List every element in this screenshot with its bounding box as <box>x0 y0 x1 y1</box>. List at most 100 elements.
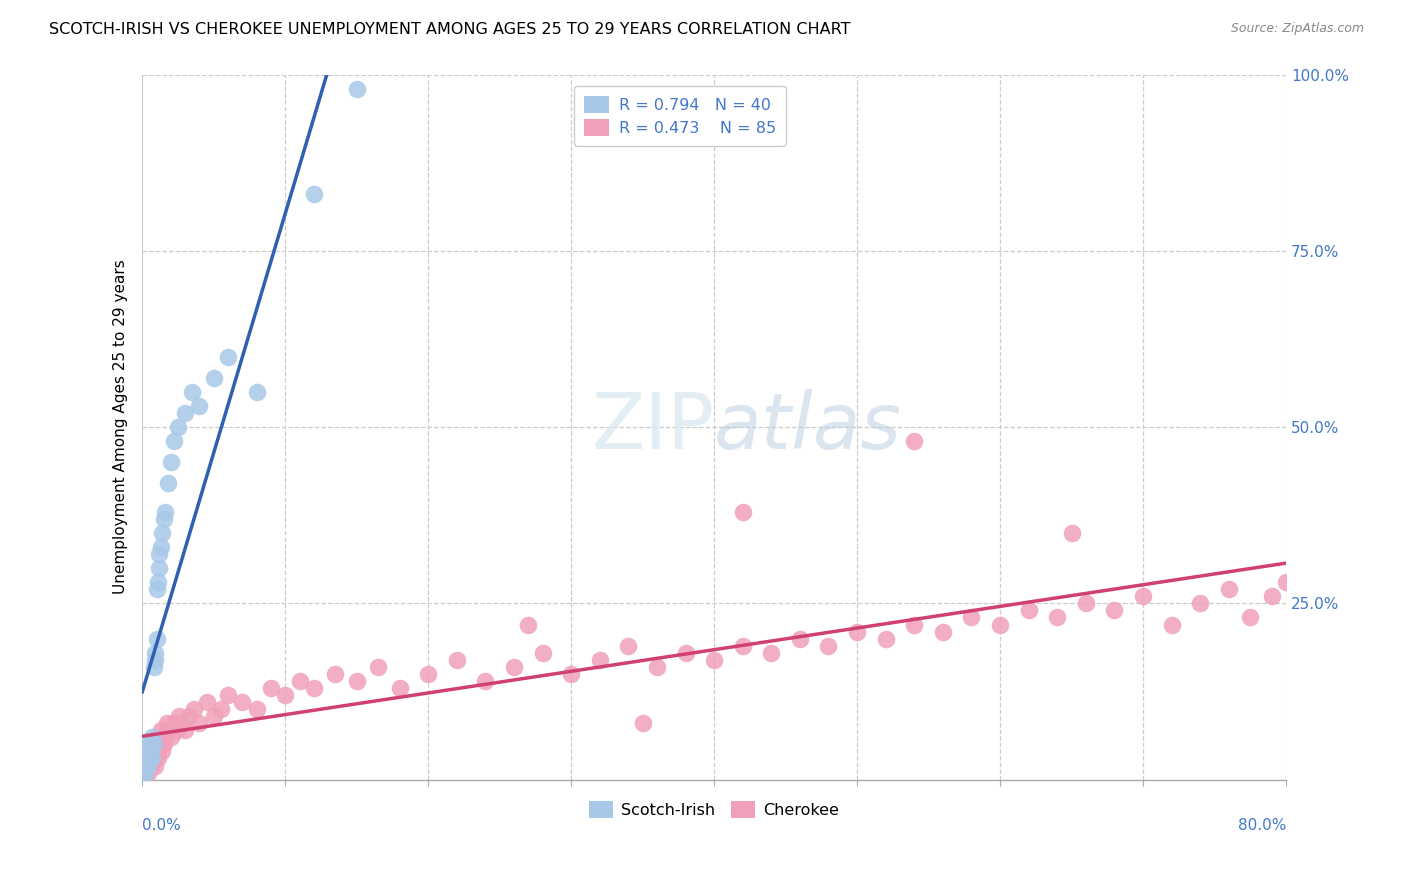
Point <box>1218 582 1240 597</box>
Point <box>152 737 174 751</box>
Point <box>146 575 169 590</box>
Legend: Scotch-Irish, Cherokee: Scotch-Irish, Cherokee <box>583 795 845 824</box>
Point <box>589 653 612 667</box>
Point <box>231 695 253 709</box>
Point <box>157 476 180 491</box>
Point <box>817 639 839 653</box>
Point <box>179 709 201 723</box>
Point <box>153 505 176 519</box>
Point <box>141 751 163 765</box>
Point <box>260 681 283 695</box>
Point <box>134 758 156 772</box>
Point <box>302 187 325 202</box>
Point <box>135 758 157 772</box>
Text: 80.0%: 80.0% <box>1237 818 1286 833</box>
Point <box>141 744 163 758</box>
Point <box>346 81 368 95</box>
Point <box>1189 596 1212 610</box>
Point <box>761 646 783 660</box>
Point <box>136 765 159 780</box>
Point <box>1239 610 1261 624</box>
Point <box>153 731 176 745</box>
Point <box>141 731 163 745</box>
Point <box>703 653 725 667</box>
Point <box>531 646 554 660</box>
Point <box>135 751 157 765</box>
Point <box>1132 589 1154 603</box>
Point <box>148 547 170 561</box>
Point <box>142 737 165 751</box>
Point <box>367 660 389 674</box>
Point <box>150 744 173 758</box>
Point <box>1104 603 1126 617</box>
Point <box>631 716 654 731</box>
Point <box>246 384 269 399</box>
Point <box>960 610 983 624</box>
Point <box>932 624 955 639</box>
Point <box>388 681 411 695</box>
Point <box>731 505 754 519</box>
Point <box>138 751 160 765</box>
Point <box>143 653 166 667</box>
Text: Source: ZipAtlas.com: Source: ZipAtlas.com <box>1230 22 1364 36</box>
Point <box>145 744 167 758</box>
Point <box>195 695 218 709</box>
Point <box>145 582 167 597</box>
Point <box>617 639 640 653</box>
Point <box>138 758 160 772</box>
Point <box>875 632 897 646</box>
Point <box>903 434 925 449</box>
Y-axis label: Unemployment Among Ages 25 to 29 years: Unemployment Among Ages 25 to 29 years <box>114 260 128 594</box>
Point <box>1260 589 1282 603</box>
Point <box>1074 596 1097 610</box>
Point <box>138 737 160 751</box>
Point <box>474 673 496 688</box>
Point <box>163 434 186 449</box>
Text: 0.0%: 0.0% <box>142 818 181 833</box>
Point <box>1275 575 1298 590</box>
Point <box>1060 525 1083 540</box>
Text: atlas: atlas <box>714 389 903 465</box>
Point <box>136 758 159 772</box>
Point <box>903 617 925 632</box>
Point <box>148 737 170 751</box>
Point <box>183 702 205 716</box>
Point <box>135 751 157 765</box>
Point <box>156 716 179 731</box>
Point <box>163 716 186 731</box>
Point <box>134 758 156 772</box>
Point <box>142 751 165 765</box>
Point <box>141 751 163 765</box>
Point <box>138 751 160 765</box>
Point <box>160 455 183 469</box>
Point <box>143 758 166 772</box>
Point <box>517 617 540 632</box>
Point <box>418 666 440 681</box>
Point <box>148 561 170 575</box>
Point <box>323 666 346 681</box>
Point <box>346 673 368 688</box>
Text: SCOTCH-IRISH VS CHEROKEE UNEMPLOYMENT AMONG AGES 25 TO 29 YEARS CORRELATION CHAR: SCOTCH-IRISH VS CHEROKEE UNEMPLOYMENT AM… <box>49 22 851 37</box>
Point <box>149 540 172 554</box>
Point <box>302 681 325 695</box>
Point <box>188 716 211 731</box>
Point <box>142 737 165 751</box>
Point <box>274 688 297 702</box>
Point <box>172 716 194 731</box>
Point <box>560 666 582 681</box>
Point <box>675 646 697 660</box>
Point <box>152 512 174 526</box>
Point <box>789 632 811 646</box>
Point <box>846 624 869 639</box>
Point <box>146 751 169 765</box>
Point <box>645 660 668 674</box>
Point <box>132 765 155 780</box>
Point <box>217 350 239 364</box>
Point <box>174 723 197 738</box>
Point <box>503 660 526 674</box>
Point <box>217 688 239 702</box>
Point <box>139 744 162 758</box>
Point <box>142 660 165 674</box>
Point <box>134 765 156 780</box>
Point <box>181 384 204 399</box>
